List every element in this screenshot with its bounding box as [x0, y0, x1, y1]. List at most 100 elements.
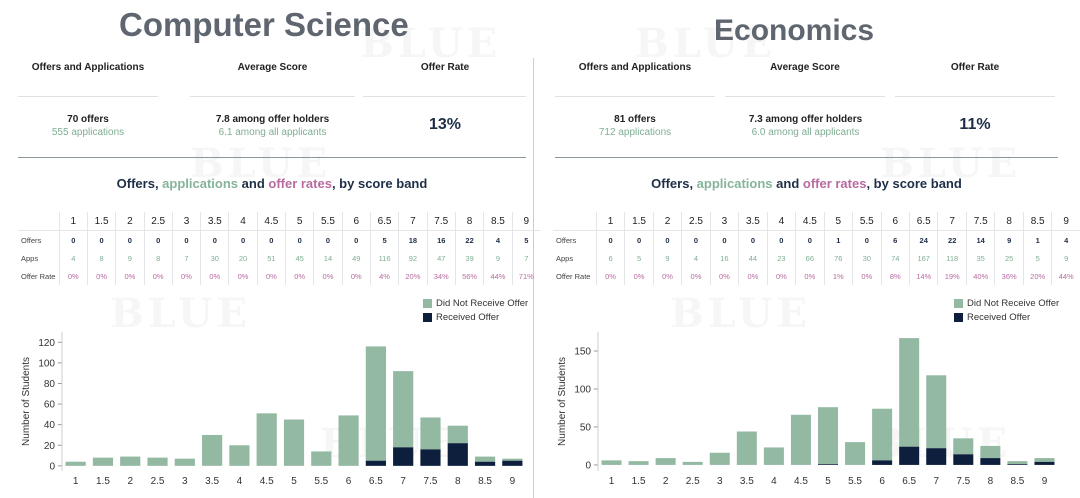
y-axis-label: Number of Students — [557, 357, 568, 446]
offer-rate-cell: 34% — [426, 267, 456, 285]
band-header-cell: 4 — [228, 212, 258, 231]
header-underline — [363, 96, 526, 97]
bar-received-offer — [980, 458, 1001, 465]
apps-cell: 30 — [200, 249, 229, 267]
x-tick-label: 1 — [609, 476, 615, 487]
band-header-cell: 3.5 — [200, 212, 229, 231]
bar-did-not-receive-offer — [953, 438, 974, 455]
offers-cell: 0 — [86, 230, 116, 249]
offers-count: 70 offers — [67, 114, 109, 125]
x-tick-label: 3.5 — [740, 476, 754, 487]
x-tick-label: 4 — [237, 476, 243, 487]
apps-cell: 35 — [965, 249, 995, 267]
bar-did-not-receive-offer — [447, 425, 468, 444]
y-tick-label: 100 — [38, 358, 55, 369]
row-label-offers: Offers — [21, 235, 42, 245]
x-tick-label: 6.5 — [902, 476, 916, 487]
band-header-cell: 2.5 — [143, 212, 173, 231]
bar-received-offer — [817, 464, 839, 465]
offers-cell: 4 — [1051, 230, 1080, 249]
offers-cell: 0 — [341, 230, 371, 249]
offer-rate-cell: 0% — [200, 267, 229, 285]
offer-rate-cell: 0% — [624, 267, 654, 285]
x-tick-label: 8 — [455, 476, 461, 487]
offer-rate-cell: 19% — [937, 267, 967, 285]
offer-rate-cell: 0% — [681, 267, 711, 285]
header-underline — [895, 96, 1055, 97]
x-tick-label: 8 — [988, 476, 994, 487]
apps-cell: 44 — [738, 249, 768, 267]
legend-item-offer: Received Offer — [423, 310, 528, 324]
apps-cell: 8 — [143, 249, 173, 267]
bar-did-not-receive-offer — [1007, 461, 1028, 465]
band-header-cell: 9 — [1051, 212, 1080, 231]
x-tick-label: 3.5 — [205, 476, 219, 487]
offers-cell: 0 — [58, 230, 88, 249]
apps-cell: 7 — [171, 249, 201, 267]
bar-chart: 0 20 40 60 80 100 120 Number of Students 1 1.5 2 2.… — [21, 332, 523, 487]
bar-did-not-receive-offer — [1034, 458, 1055, 462]
band-header-cell: 5 — [823, 212, 853, 231]
section-separator — [555, 157, 1058, 158]
applications-count: 712 applications — [598, 127, 672, 138]
apps-cell: 4 — [681, 249, 711, 267]
offers-cell: 0 — [595, 230, 625, 249]
band-header-cell: 6.5 — [369, 212, 399, 231]
apps-cell: 9 — [483, 249, 513, 267]
x-tick-label: 1 — [73, 476, 79, 487]
apps-cell: 167 — [908, 249, 938, 267]
bar-did-not-receive-offer — [256, 413, 277, 466]
bar-did-not-receive-offer — [283, 419, 305, 466]
offer-rate-cell: 0% — [143, 267, 173, 285]
band-header-cell: 2 — [652, 212, 682, 231]
band-header-cell: 4.5 — [256, 212, 286, 231]
offers-cell: 0 — [115, 230, 145, 249]
bar-did-not-receive-offer — [65, 461, 86, 466]
x-tick-label: 7 — [400, 476, 406, 487]
apps-cell: 30 — [852, 249, 882, 267]
apps-cell: 76 — [823, 249, 853, 267]
offer-rate-cell: 0% — [766, 267, 796, 285]
x-tick-label: 9 — [1042, 476, 1048, 487]
offer-rate-cell: 0% — [86, 267, 116, 285]
band-header-cell: 3 — [171, 212, 201, 231]
chart-legend: Did Not Receive Offer Received Offer — [423, 296, 528, 324]
offers-cell: 5 — [511, 230, 540, 249]
x-tick-label: 5.5 — [314, 476, 328, 487]
header-underline — [725, 96, 885, 97]
section-separator — [18, 157, 526, 158]
bar-did-not-receive-offer — [763, 447, 784, 465]
x-tick-label: 7.5 — [956, 476, 970, 487]
offers-cell: 0 — [171, 230, 201, 249]
x-tick-label: 5 — [825, 476, 831, 487]
offer-rate-cell: 0% — [58, 267, 88, 285]
bar-did-not-receive-offer — [365, 346, 386, 461]
y-tick-label: 120 — [38, 338, 55, 349]
offers-cell: 4 — [483, 230, 513, 249]
offer-rate-cell: 40% — [965, 267, 995, 285]
band-header-cell: 8 — [454, 212, 484, 231]
watermark: BLUE — [110, 290, 252, 337]
offers-cell: 18 — [398, 230, 428, 249]
economics-panel: BLUE BLUE BLUE BLUE Economics Offers and… — [540, 0, 1080, 498]
offer-rate-cell: 44% — [1051, 267, 1080, 285]
offer-rate-value: 13% — [428, 116, 462, 133]
offers-cell: 22 — [454, 230, 484, 249]
apps-cell: 118 — [937, 249, 967, 267]
x-tick-label: 8.5 — [478, 476, 492, 487]
watermark: BLUE — [635, 20, 777, 67]
band-table-title: Offers, applications and offer rates, by… — [651, 176, 962, 191]
bar-received-offer — [926, 448, 947, 465]
offers-cell: 14 — [965, 230, 995, 249]
x-tick-label: 2.5 — [686, 476, 700, 487]
offers-cell: 0 — [256, 230, 286, 249]
offer-rate-cell: 0% — [256, 267, 286, 285]
row-label-offer-rate: Offer Rate — [21, 271, 56, 281]
apps-cell: 14 — [313, 249, 343, 267]
y-tick-label: 0 — [49, 461, 55, 472]
score-band-table: 1 1.5 2 2.5 3 3.5 4 4.5 5 5.5 6 6.5 7 7.5 8 8.5 9 Offers 0… — [553, 212, 1080, 285]
avg-score-offer-holders: 7.8 among offer holders — [215, 114, 330, 125]
y-tick-label: 50 — [580, 422, 592, 433]
apps-cell: 9 — [115, 249, 145, 267]
bar-received-offer — [474, 461, 496, 466]
